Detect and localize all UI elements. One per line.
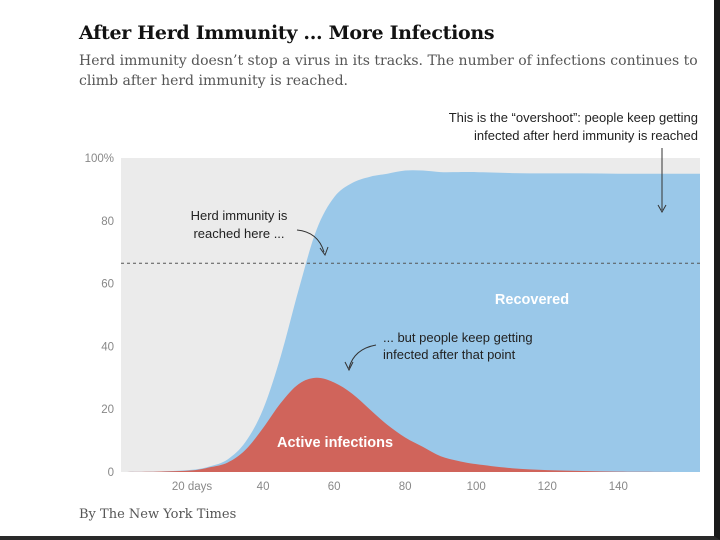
x-tick-label: 20 days (172, 481, 213, 493)
active-infections-area (121, 377, 700, 472)
after-point-arrow (344, 344, 377, 372)
after-point-annotation-line-2: infected after that point (383, 347, 516, 362)
x-tick-label: 80 (399, 481, 412, 493)
y-tick-label: 60 (101, 279, 114, 291)
y-tick-label: 80 (101, 216, 114, 228)
y-axis-ticks: 0 20 40 60 80 100% (85, 153, 114, 479)
series-label-recovered: Recovered (495, 292, 569, 308)
recovered-area (121, 170, 700, 472)
x-tick-label: 120 (538, 481, 557, 493)
overshoot-arrow (657, 148, 667, 214)
x-tick-label: 40 (257, 481, 270, 493)
x-axis-ticks: 20 days 40 60 80 100 120 140 (172, 481, 628, 493)
x-tick-label: 100 (467, 481, 486, 493)
x-tick-label: 140 (609, 481, 628, 493)
series-label-active-infections: Active infections (277, 435, 393, 451)
chart-subtitle: Herd immunity doesn’t stop a virus in it… (79, 53, 698, 89)
herd-immunity-arrow (296, 229, 329, 257)
chart-title: After Herd Immunity ... More Infections (79, 22, 495, 44)
overshoot-annotation-line-1: This is the “overshoot”: people keep get… (449, 110, 698, 125)
x-tick-label: 60 (328, 481, 341, 493)
y-tick-label: 20 (101, 404, 114, 416)
overshoot-annotation-line-2: infected after herd immunity is reached (474, 128, 698, 143)
y-tick-label: 40 (101, 341, 114, 353)
herd-immunity-annotation-line-2: reached here ... (193, 226, 284, 241)
byline: By The New York Times (79, 507, 237, 522)
after-point-annotation-line-1: ... but people keep getting (383, 330, 533, 345)
herd-immunity-annotation-line-1: Herd immunity is (191, 208, 288, 223)
y-tick-label: 0 (108, 467, 114, 479)
y-tick-label: 100% (85, 153, 114, 165)
